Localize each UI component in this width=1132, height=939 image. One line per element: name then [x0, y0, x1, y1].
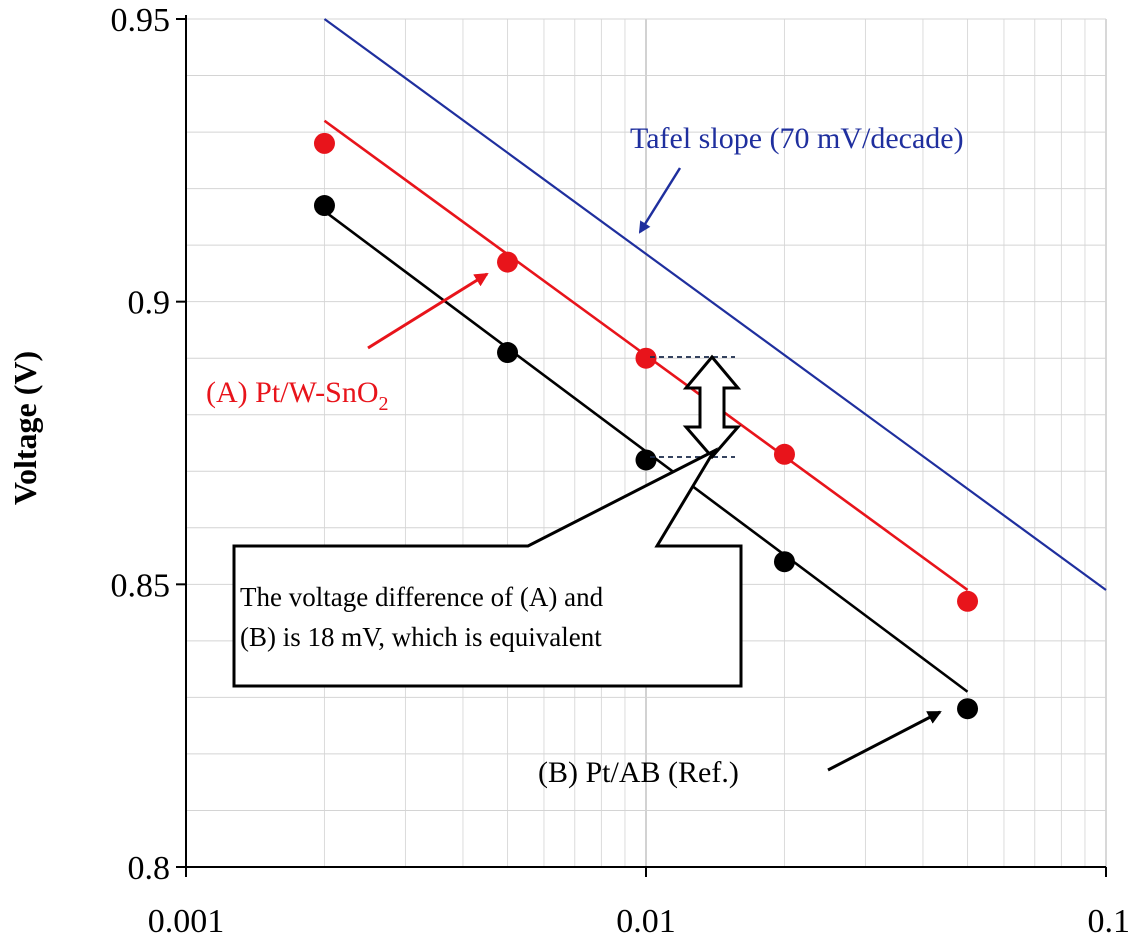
- y-tick-label: 0.9: [128, 285, 171, 322]
- series-a-point: [773, 443, 795, 465]
- series-a-point: [957, 590, 979, 612]
- y-axis-label: Voltage (V): [7, 351, 43, 505]
- tafel-label: Tafel slope (70 mV/decade): [630, 122, 964, 155]
- series-a-point: [313, 132, 335, 154]
- series-b-point: [957, 698, 979, 720]
- series-a-arrow: [367, 272, 489, 350]
- callout-line-1: The voltage difference of (A) and: [240, 582, 604, 612]
- series-b-label: (B) Pt/AB (Ref.): [538, 756, 739, 789]
- series-b-arrow: [827, 710, 942, 772]
- tafel-arrow: [638, 167, 682, 234]
- y-tick-label: 0.95: [111, 2, 171, 39]
- callout-box: [232, 447, 743, 688]
- double-arrow: [682, 354, 742, 460]
- series-b-point: [773, 551, 795, 573]
- x-tick-label: 0.1: [1088, 903, 1131, 939]
- series-b-point: [635, 449, 657, 471]
- y-tick-label: 0.85: [111, 567, 171, 604]
- callout-line-2: (B) is 18 mV, which is equivalent: [240, 622, 602, 652]
- series-a-point: [497, 251, 519, 273]
- series-b-point: [497, 342, 519, 364]
- series-a-point: [635, 347, 657, 369]
- series-b-point: [313, 195, 335, 217]
- series-a-label: (A) Pt/W-SnO2: [206, 376, 389, 415]
- series-a-label-subscript: 2: [379, 393, 389, 415]
- series-layer: [313, 18, 1107, 720]
- series-a-label-main: (A) Pt/W-SnO: [206, 376, 379, 409]
- axes: 0.8 0.85 0.9 0.95 0.001 0.01 0.1: [111, 2, 1131, 939]
- y-tick-label: 0.8: [128, 850, 171, 887]
- x-tick-label: 0.001: [148, 903, 225, 939]
- x-tick-label: 0.01: [616, 903, 676, 939]
- annotations-layer: Tafel slope (70 mV/decade) (A) Pt/W-SnO2…: [206, 122, 964, 789]
- series-tafel-line: [323, 18, 1107, 591]
